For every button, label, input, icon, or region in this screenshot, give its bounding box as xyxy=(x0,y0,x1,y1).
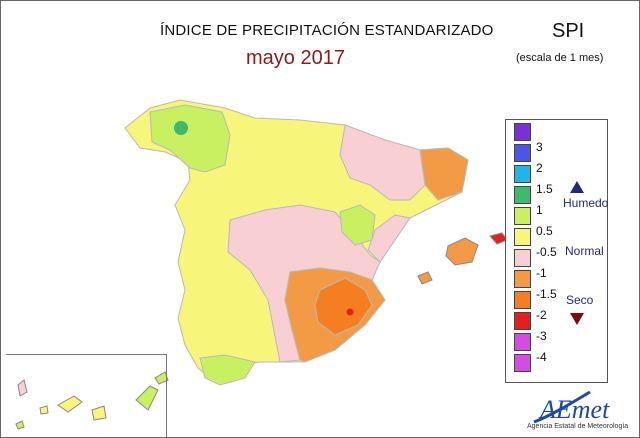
legend-swatch-3 xyxy=(514,186,531,204)
legend-label-3: 1.5 xyxy=(536,182,553,196)
legend-label-1: 3 xyxy=(536,140,543,154)
legend-category-dry: Seco xyxy=(566,293,594,307)
canary-lanzarote xyxy=(154,371,169,385)
legend-category-wet: Humedo xyxy=(563,196,609,210)
canary-tenerife xyxy=(57,395,83,413)
legend-label-7: -1 xyxy=(536,266,547,280)
murcia-region xyxy=(314,277,373,336)
logo-wordmark: AEmet xyxy=(538,395,610,424)
legend-swatch-1 xyxy=(514,144,531,162)
dry-arrow-icon xyxy=(570,313,584,325)
legend-label-5: 0.5 xyxy=(536,224,553,238)
northeast-region xyxy=(339,124,426,201)
index-name: SPI xyxy=(552,20,585,42)
legend-category-normal: Normal xyxy=(565,244,604,258)
mallorca-island xyxy=(445,237,479,266)
legend-swatch-8 xyxy=(514,291,531,309)
galicia-region xyxy=(149,104,231,173)
index-scale: (escala de 1 mes) xyxy=(516,52,604,64)
canary-inset-frame xyxy=(6,354,167,437)
canary-la-palma xyxy=(17,379,28,397)
aemet-logo: AEmet xyxy=(533,390,610,424)
legend-label-6: -0.5 xyxy=(536,245,557,259)
legend-swatch-9 xyxy=(514,312,531,330)
aragon-region xyxy=(339,204,376,246)
legend-swatch-4 xyxy=(514,207,531,225)
legend-label-8: -1.5 xyxy=(536,287,557,301)
legend-box: 3 2 1.5 1 0.5 -0.5 -1 -1.5 -2 -3 -4 xyxy=(505,119,608,383)
canary-fuerteventura xyxy=(135,385,159,411)
wet-arrow-icon xyxy=(570,181,584,193)
legend-swatch-5 xyxy=(514,228,531,246)
map-subtitle: mayo 2017 xyxy=(246,47,345,69)
andalucia-coast xyxy=(199,354,256,386)
murcia-dry-spot xyxy=(346,308,354,316)
map-title: ÍNDICE DE PRECIPITACIÓN ESTANDARIZADO xyxy=(160,22,494,39)
legend-swatch-11 xyxy=(514,354,531,372)
valencia-region xyxy=(367,214,411,263)
ibiza-island xyxy=(417,271,433,285)
canary-el-hierro xyxy=(15,420,25,430)
legend-swatch-0 xyxy=(514,123,531,141)
legend-label-2: 2 xyxy=(536,161,543,175)
legend-swatch-7 xyxy=(514,270,531,288)
legend-label-10: -3 xyxy=(536,329,547,343)
galicia-wet-spot xyxy=(174,121,188,135)
canary-la-gomera xyxy=(39,405,49,415)
legend-swatch-10 xyxy=(514,333,531,351)
canary-gran-canaria xyxy=(91,405,107,421)
legend-label-4: 1 xyxy=(536,203,543,217)
legend-swatch-6 xyxy=(514,249,531,267)
legend-label-9: -2 xyxy=(536,308,547,322)
legend-swatch-2 xyxy=(514,165,531,183)
legend-label-11: -4 xyxy=(536,350,547,364)
catalonia-region xyxy=(419,147,469,201)
logo-tagline: Agencia Estatal de Meteorología xyxy=(527,423,629,430)
